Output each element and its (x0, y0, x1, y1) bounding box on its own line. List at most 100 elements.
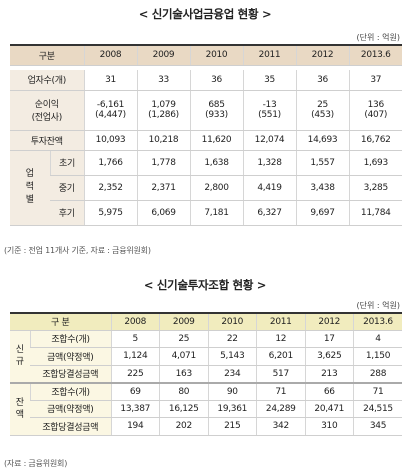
row-label: 투자잔액 (10, 130, 84, 151)
cell-value: 5,975 (83, 200, 137, 226)
header-category: 구분 (10, 45, 84, 66)
row-label: 조합당결성금액 (30, 365, 111, 383)
header-year: 2012 (304, 313, 354, 331)
table1-unit: (단위 : 억원) (356, 33, 400, 42)
cell-value: 9,697 (295, 200, 349, 226)
table-row: 조합당결성금액 194 202 215 342 310 345 (10, 417, 402, 436)
new-group-label: 신 규 (10, 330, 30, 383)
table-row: 업 력 별 초기 1,766 1,778 1,638 1,328 1,557 1… (10, 150, 402, 226)
cell-value: 36 (295, 70, 349, 91)
stage-group-label: 업 력 별 (10, 150, 50, 226)
row-label: 조합수(개) (29, 381, 111, 401)
cell-value: 66 (304, 381, 354, 401)
cell-value: 225 (110, 365, 160, 383)
cell-value: 1,557 (295, 150, 349, 176)
header-year: 2010 (189, 45, 243, 66)
cell-value: 1,638 (189, 150, 243, 176)
cell-value: 5,143 (207, 347, 257, 366)
cell-value: -6,161 (4,447) (83, 90, 137, 131)
cell-value: 16,125 (159, 400, 208, 418)
cell-value: 213 (304, 365, 354, 383)
cell-value: 215 (207, 417, 257, 436)
cell-value: 1,766 (83, 150, 137, 176)
table2-unit: (단위 : 억원) (356, 301, 400, 310)
cell-value: 517 (256, 365, 305, 383)
cell-value: 13,387 (110, 400, 160, 418)
table-row: 신 규 조합수(개) 5 25 22 12 17 4 (10, 330, 402, 383)
header-year: 2011 (256, 313, 305, 331)
cell-value: 11,620 (189, 130, 243, 151)
table-row: 순이익 (전업사) -6,161 (4,447) 1,079 (1,286) 685… (10, 90, 402, 131)
cell-value: 345 (353, 417, 402, 436)
cell-value: 12 (256, 330, 305, 348)
table2-title: < 신기술투자조합 현황 > (143, 278, 267, 292)
cell-value: 16,762 (348, 130, 402, 151)
cell-value: 24,289 (256, 400, 305, 418)
cell-value: 19,361 (207, 400, 257, 418)
cell-value: 6,069 (136, 200, 190, 226)
cell-value: 4 (353, 330, 402, 348)
table-row: 중기 2,352 2,371 2,800 4,419 3,438 3,285 (10, 175, 402, 201)
cell-value: 1,150 (353, 347, 402, 366)
cell-value: 31 (83, 70, 137, 91)
row-label: 순이익 (전업사) (10, 90, 84, 131)
cell-value: 1,693 (348, 150, 402, 176)
row-label: 초기 (49, 150, 84, 176)
table1-note: (기준 : 전업 11개사 기준, 자료 : 금융위원회) (4, 246, 151, 255)
table-row: 후기 5,975 6,069 7,181 6,327 9,697 11,784 (10, 200, 402, 226)
header-year: 2010 (207, 313, 257, 331)
row-label: 업자수(개) (10, 70, 84, 91)
row-label: 조합당결성금액 (30, 417, 111, 436)
cell-value: 6,327 (242, 200, 296, 226)
cell-value: 25 (159, 330, 208, 348)
cell-value: 3,625 (304, 347, 354, 366)
cell-value: 685 (933) (189, 90, 243, 131)
table-header-row: 구 분 2008 2009 2010 2011 2012 2013.6 (10, 313, 402, 331)
cell-value: 69 (110, 381, 160, 401)
cell-value: 22 (207, 330, 257, 348)
cell-value: 24,515 (353, 400, 402, 418)
header-category: 구 분 (10, 313, 111, 331)
cell-value: 2,800 (189, 175, 243, 201)
venture-finance-table: 구분 2008 2009 2010 2011 2012 2013.6 업자수(개… (10, 44, 402, 226)
table-row: 잔 액 조합수(개) 69 80 90 71 66 71 (10, 381, 402, 436)
cell-value: 90 (207, 381, 257, 401)
table-row: 조합당결성금액 225 163 234 517 213 288 (10, 365, 402, 383)
cell-value: 36 (189, 70, 243, 91)
row-label: 금액(약정액) (30, 400, 111, 418)
table-row: 업자수(개) 31 33 36 35 36 37 (10, 70, 402, 91)
cell-value: 310 (304, 417, 354, 436)
table1-title: < 신기술사업금융업 현황 > (138, 7, 272, 21)
table-row: 투자잔액 10,093 10,218 11,620 12,074 14,693 … (10, 130, 402, 151)
cell-value: 20,471 (304, 400, 354, 418)
cell-value: 2,352 (83, 175, 137, 201)
cell-value: 1,079 (1,286) (136, 90, 190, 131)
cell-value: 14,693 (295, 130, 349, 151)
cell-value: 4,071 (159, 347, 208, 366)
cell-value: 1,328 (242, 150, 296, 176)
cell-value: 194 (110, 417, 160, 436)
row-label: 조합수(개) (29, 330, 111, 348)
cell-value: 7,181 (189, 200, 243, 226)
header-year: 2013.6 (348, 45, 402, 66)
cell-value: 2,371 (136, 175, 190, 201)
cell-value: 6,201 (256, 347, 305, 366)
cell-value: 136 (407) (348, 90, 402, 131)
cell-value: 10,218 (136, 130, 190, 151)
cell-value: 33 (136, 70, 190, 91)
cell-value: 10,093 (83, 130, 137, 151)
cell-value: -13 (551) (242, 90, 296, 131)
venture-fund-table: 구 분 2008 2009 2010 2011 2012 2013.6 신 규 … (10, 312, 402, 436)
cell-value: 35 (242, 70, 296, 91)
cell-value: 17 (304, 330, 354, 348)
cell-value: 11,784 (348, 200, 402, 226)
header-year: 2013.6 (353, 313, 402, 331)
table-row: 금액(약정액) 1,124 4,071 5,143 6,201 3,625 1,… (10, 347, 402, 366)
header-year: 2008 (110, 313, 160, 331)
header-year: 2009 (136, 45, 190, 66)
header-year: 2008 (83, 45, 137, 66)
cell-value: 234 (207, 365, 257, 383)
cell-value: 342 (256, 417, 305, 436)
cell-value: 71 (256, 381, 305, 401)
cell-value: 163 (159, 365, 208, 383)
